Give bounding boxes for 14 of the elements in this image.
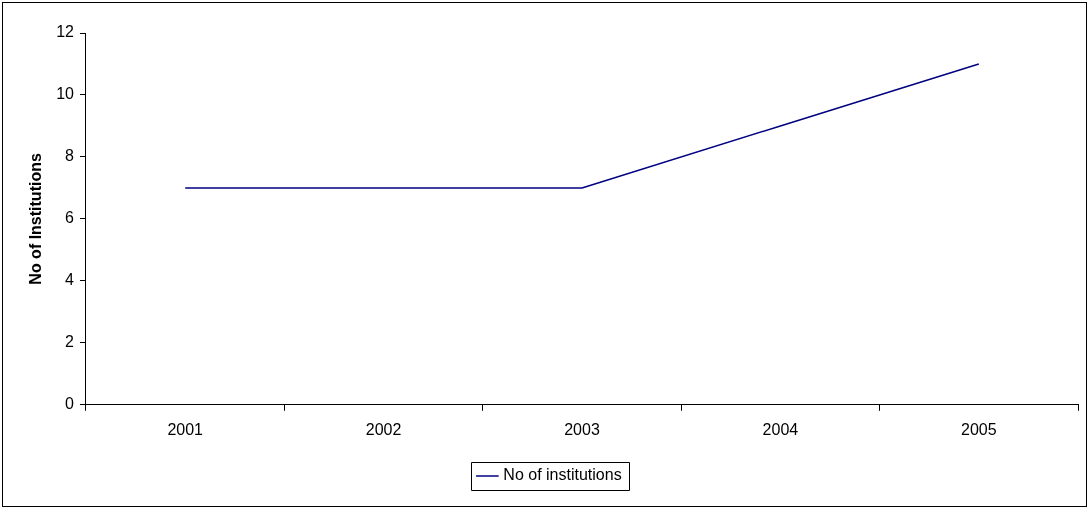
y-tick-label: 6 xyxy=(65,209,75,227)
x-tick-label: 2003 xyxy=(564,420,600,438)
x-tick-label: 2005 xyxy=(961,420,997,438)
y-tick-label: 4 xyxy=(65,271,75,289)
x-tick-label: 2002 xyxy=(365,420,402,438)
y-tick-label: 12 xyxy=(56,23,75,41)
y-tick-label: 0 xyxy=(65,395,75,413)
y-tick-label: 8 xyxy=(65,147,75,165)
y-axis-title: No of Institutions xyxy=(27,153,45,285)
y-tick-label: 10 xyxy=(56,85,75,103)
x-tick-label: 2004 xyxy=(762,420,799,438)
x-tick-label: 2001 xyxy=(167,420,204,438)
legend-label: No of institutions xyxy=(503,466,622,484)
y-tick-label: 2 xyxy=(65,333,75,351)
